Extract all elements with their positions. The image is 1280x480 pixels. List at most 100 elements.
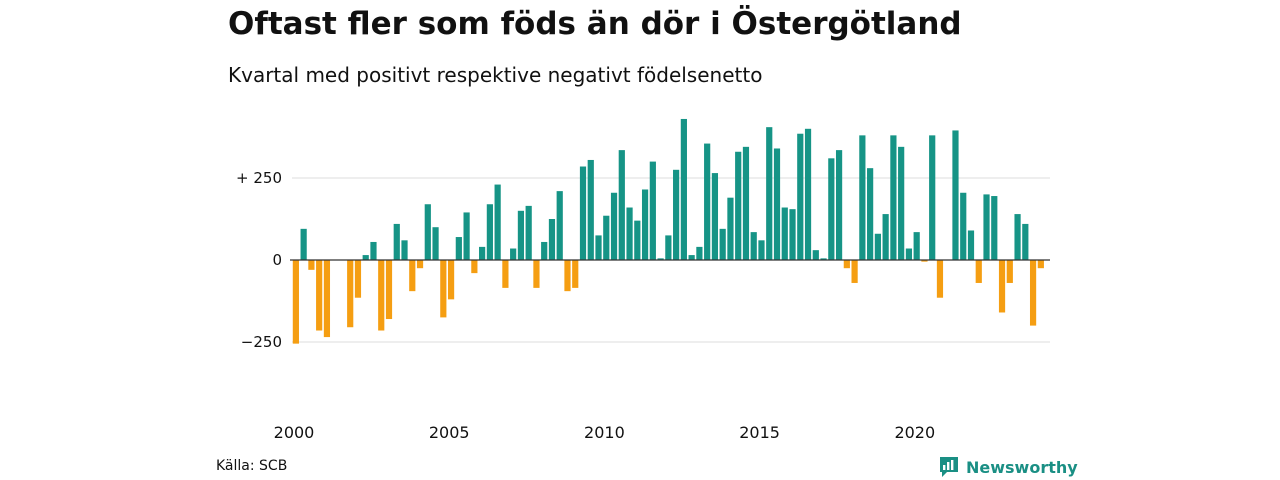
bar-positive [525, 205, 532, 260]
bar-positive [649, 161, 656, 260]
bar-positive [797, 133, 804, 260]
bar-negative [447, 260, 455, 300]
bar-positive [432, 227, 439, 260]
bar-negative [921, 260, 928, 262]
bar-negative [323, 260, 331, 338]
bar-positive [952, 130, 959, 260]
bar-positive [898, 146, 905, 260]
bar-negative [385, 260, 393, 320]
bar-positive [517, 210, 525, 260]
bar-positive [587, 159, 594, 260]
bar-positive [812, 250, 819, 260]
bar-negative [851, 260, 858, 283]
bar-negative [998, 260, 1006, 313]
bar-positive [750, 232, 757, 260]
bar-positive [300, 228, 307, 260]
bar-negative [1037, 260, 1044, 269]
bar-positive [991, 196, 998, 260]
bar-positive [882, 214, 889, 260]
bar-positive [905, 248, 913, 260]
bar-positive [424, 204, 431, 260]
newsworthy-logo-icon [940, 457, 958, 477]
brand-logo: Newsworthy [938, 456, 1078, 478]
bar-positive [673, 169, 680, 260]
bar-negative [316, 260, 323, 331]
bar-positive [610, 192, 618, 260]
bar-positive [781, 207, 788, 260]
bar-positive [510, 248, 517, 260]
bar-positive [960, 192, 967, 260]
bar-positive [773, 148, 781, 260]
bar-positive [696, 246, 703, 260]
bar-negative [564, 260, 571, 292]
y-tick-label: 0 [272, 251, 282, 269]
bar-positive [804, 128, 812, 260]
y-tick-label: −250 [241, 333, 282, 351]
bar-positive [867, 168, 874, 260]
x-tick-label: 2020 [894, 423, 935, 442]
bar-negative [354, 260, 362, 298]
bar-negative [502, 260, 509, 288]
bar-positive [626, 207, 633, 260]
bar-negative [409, 260, 416, 292]
bar-positive [641, 189, 649, 260]
bar-positive [929, 135, 936, 260]
bar-positive [711, 173, 719, 260]
chart-title: Oftast fler som föds än dör i Östergötla… [228, 6, 962, 42]
bar-positive [486, 204, 493, 260]
y-axis-ticks: + 250 0 −250 [236, 169, 282, 351]
bar-negative [308, 260, 315, 270]
x-tick-label: 2000 [274, 423, 315, 442]
bar-positive [828, 158, 835, 260]
bars [292, 118, 1044, 344]
bar-positive [835, 150, 843, 260]
bar-positive [820, 258, 827, 260]
x-tick-label: 2015 [739, 423, 780, 442]
bar-positive [859, 135, 866, 260]
bar-negative [936, 260, 944, 298]
bar-positive [688, 255, 695, 260]
bar-positive [789, 209, 796, 260]
source-note: Källa: SCB [216, 458, 288, 474]
bar-positive [455, 237, 462, 260]
bar-positive [548, 219, 556, 260]
bar-positive [680, 118, 687, 261]
gridlines [292, 177, 1050, 343]
x-tick-label: 2010 [584, 423, 625, 442]
bar-positive [1022, 223, 1029, 260]
bar-negative [1029, 260, 1037, 326]
bar-negative [440, 260, 447, 318]
bar-positive [913, 232, 920, 260]
bar-positive [758, 240, 765, 260]
bar-positive [735, 151, 742, 260]
bar-negative [533, 260, 540, 288]
bar-positive [665, 235, 672, 260]
bar-negative [292, 260, 299, 344]
bar-positive [595, 235, 602, 260]
bar-positive [742, 146, 750, 260]
bar-positive [362, 255, 369, 260]
bar-negative [416, 260, 424, 269]
bar-positive [603, 215, 610, 260]
bar-positive [579, 166, 587, 260]
bar-positive [1014, 214, 1021, 260]
bar-negative [1006, 260, 1013, 283]
bar-negative [843, 260, 850, 269]
bar-negative [471, 260, 478, 274]
bar-positive [719, 228, 726, 260]
bar-positive [479, 246, 486, 260]
bar-negative [347, 260, 354, 328]
y-tick-label: + 250 [236, 169, 282, 187]
bar-positive [370, 241, 377, 260]
bar-positive [393, 223, 400, 260]
x-tick-label: 2005 [429, 423, 470, 442]
bar-positive [967, 230, 975, 260]
bar-negative [378, 260, 385, 331]
bar-negative [572, 260, 579, 288]
bar-positive [541, 241, 548, 260]
bar-positive [401, 240, 408, 260]
brand-name: Newsworthy [966, 457, 1078, 477]
bar-positive [618, 150, 625, 260]
bar-positive [704, 143, 711, 260]
